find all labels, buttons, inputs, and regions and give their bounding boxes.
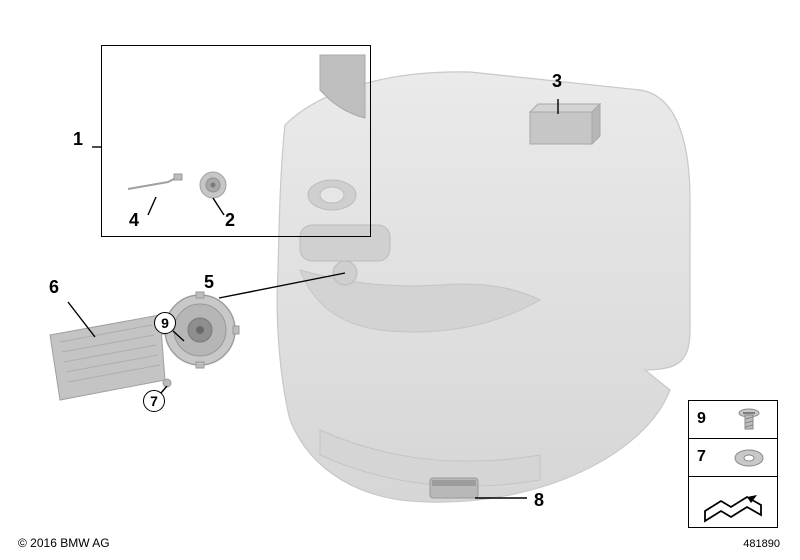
legend-row-9: 9 (689, 401, 777, 439)
callout-5: 5 (204, 272, 214, 293)
callout-2: 2 (225, 210, 235, 231)
callout-circle-7: 7 (143, 390, 165, 412)
legend-label-9: 9 (697, 410, 706, 428)
callout-3: 3 (552, 71, 562, 92)
diagram-area: 1 2 3 4 5 6 8 9 7 9 7 (0, 0, 800, 560)
screw-icon (727, 405, 771, 435)
legend-row-manual (689, 477, 777, 529)
copyright-text: © 2016 BMW AG (18, 536, 110, 550)
washer-icon (727, 443, 771, 473)
callout-1: 1 (73, 129, 83, 150)
callout-8: 8 (534, 490, 544, 511)
legend-box: 9 7 (688, 400, 778, 528)
legend-label-7: 7 (697, 448, 706, 466)
callout-6: 6 (49, 277, 59, 298)
image-id: 481890 (743, 538, 780, 550)
callout-circle-9: 9 (154, 312, 176, 334)
manual-icon (699, 481, 769, 525)
legend-row-7: 7 (689, 439, 777, 477)
leader-lines (0, 0, 800, 560)
callout-4: 4 (129, 210, 139, 231)
callout-circle-7-label: 7 (150, 393, 158, 409)
callout-circle-9-label: 9 (161, 315, 169, 331)
